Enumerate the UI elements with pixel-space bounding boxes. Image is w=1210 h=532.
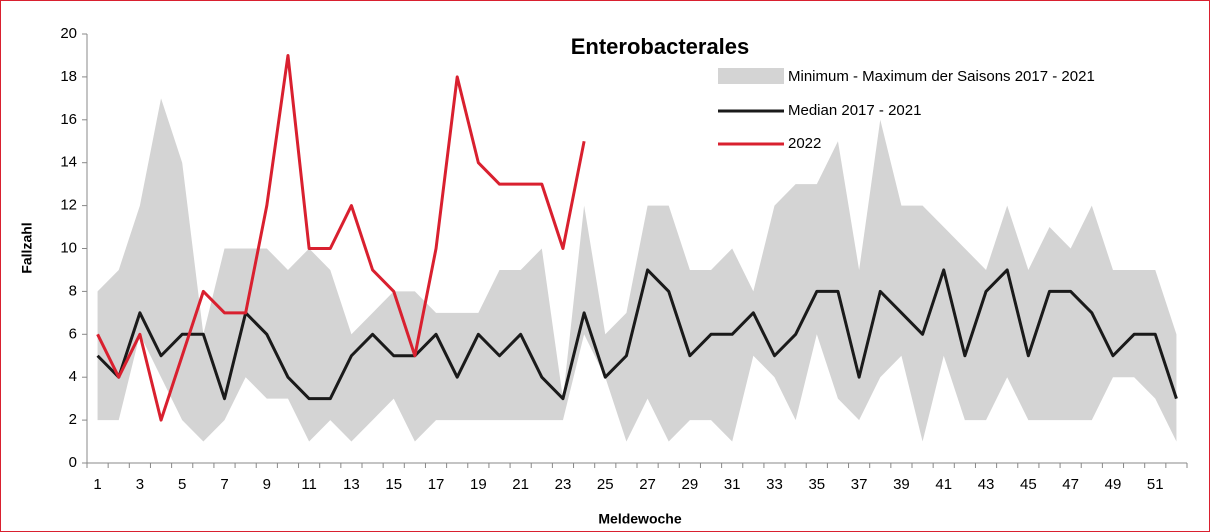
y-tick-label: 0: [69, 454, 77, 471]
x-tick-label: 41: [935, 476, 952, 493]
x-tick-label: 25: [597, 476, 614, 493]
x-tick-label: 21: [512, 476, 529, 493]
x-tick-label: 9: [263, 476, 271, 493]
x-tick-label: 19: [470, 476, 487, 493]
y-axis-label: Fallzahl: [19, 222, 35, 273]
x-tick-label: 31: [724, 476, 741, 493]
x-tick-label: 43: [978, 476, 995, 493]
x-tick-label: 15: [385, 476, 402, 493]
y-tick-label: 20: [60, 25, 77, 42]
x-tick-label: 51: [1147, 476, 1164, 493]
x-tick-label: 27: [639, 476, 656, 493]
y-tick-label: 8: [69, 282, 77, 299]
legend-label: Minimum - Maximum der Saisons 2017 - 202…: [788, 68, 1095, 85]
chart-title: Enterobacterales: [571, 34, 750, 59]
x-tick-label: 49: [1105, 476, 1122, 493]
y-tick-label: 2: [69, 411, 77, 428]
x-tick-label: 11: [301, 476, 317, 493]
x-tick-label: 23: [555, 476, 572, 493]
series-line: [96, 268, 1178, 401]
x-tick-label: 1: [93, 476, 101, 493]
y-tick-label: 12: [60, 197, 77, 214]
x-axis-label: Meldewoche: [598, 511, 681, 527]
y-tick-label: 6: [69, 325, 77, 342]
y-tick-label: 18: [60, 68, 77, 85]
x-tick-label: 35: [808, 476, 825, 493]
x-tick-label: 7: [220, 476, 228, 493]
x-tick-label: 13: [343, 476, 360, 493]
legend-label: Median 2017 - 2021: [788, 102, 921, 119]
y-tick-label: 10: [60, 239, 77, 256]
x-tick-label: 33: [766, 476, 783, 493]
x-tick-label: 39: [893, 476, 910, 493]
series-line: [96, 53, 586, 422]
range-band: [97, 98, 1177, 442]
x-tick-label: 47: [1062, 476, 1079, 493]
y-tick-label: 4: [69, 368, 77, 385]
y-tick-label: 16: [60, 111, 77, 128]
legend-label: 2022: [788, 135, 821, 152]
x-tick-label: 29: [682, 476, 699, 493]
x-tick-label: 17: [428, 476, 445, 493]
x-tick-label: 5: [178, 476, 186, 493]
x-tick-label: 3: [136, 476, 144, 493]
x-tick-label: 37: [851, 476, 868, 493]
legend-swatch: [718, 68, 784, 84]
y-tick-label: 14: [60, 154, 77, 171]
x-tick-label: 45: [1020, 476, 1037, 493]
